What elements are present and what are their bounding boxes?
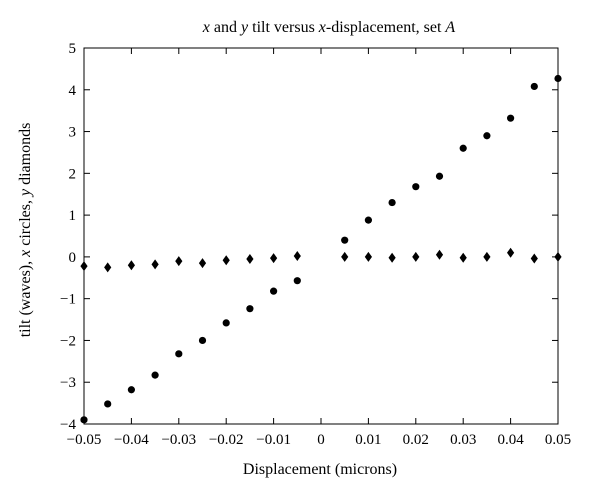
- y-tick-label: 0: [69, 250, 77, 266]
- x-tilt-point: [246, 305, 254, 313]
- x-tick-label: 0.04: [497, 432, 524, 448]
- y-tilt-point: [104, 262, 112, 273]
- y-tilt-point: [175, 256, 183, 267]
- y-tick-label: 5: [69, 41, 77, 57]
- x-tick-label: −0.02: [209, 432, 244, 448]
- y-tick-label: −1: [60, 292, 76, 308]
- x-tilt-point: [554, 74, 562, 83]
- x-tick-label: −0.01: [256, 432, 291, 448]
- y-tilt-point: [459, 252, 467, 263]
- x-tilt-point: [293, 277, 301, 285]
- x-tick-label: 0: [317, 432, 325, 448]
- y-tilt-point: [530, 253, 538, 264]
- y-tilt-point: [80, 261, 88, 272]
- series-layer: [80, 74, 562, 424]
- x-tick-label: 0.01: [355, 432, 381, 448]
- x-tilt-point: [459, 144, 467, 152]
- y-tilt-point: [507, 247, 515, 258]
- y-tilt-point: [388, 252, 396, 263]
- y-tick-label: −2: [60, 333, 76, 349]
- chart-title: x and y tilt versus x-displacement, set …: [202, 19, 456, 36]
- x-axis-ticks: −0.05 −0.04 −0.03 −0.02 −0.01 0 0.01 0.02 0.03 0.…: [67, 48, 571, 448]
- y-tick-label: −4: [60, 417, 76, 433]
- x-tick-label: 0.03: [450, 432, 476, 448]
- x-tilt-point: [412, 183, 420, 191]
- x-tilt-point: [341, 236, 349, 244]
- y-tilt-point: [222, 255, 230, 266]
- x-tilt-point: [127, 386, 135, 394]
- x-tilt-point: [104, 400, 112, 408]
- y-tilt-point: [246, 253, 254, 264]
- y-tilt-point: [483, 251, 491, 262]
- y-tilt-point: [127, 260, 135, 271]
- y-tilt-point: [554, 251, 562, 262]
- y-tilt-point: [412, 251, 420, 262]
- y-axis-ticks: −4 −3 −2 −1 0 1 2 3 4 5: [60, 41, 558, 433]
- y-tilt-point: [293, 251, 301, 262]
- y-tick-label: −3: [60, 375, 76, 391]
- plot-frame: [83, 47, 559, 425]
- y-tick-label: 4: [69, 83, 77, 99]
- y-tick-label: 1: [69, 208, 77, 224]
- y-tilt-point: [151, 259, 159, 270]
- x-axis-label: Displacement (microns): [243, 461, 397, 478]
- y-tick-label: 2: [69, 166, 77, 182]
- x-tilt-point: [175, 350, 183, 358]
- x-tilt-point: [530, 82, 538, 91]
- y-tick-label: 3: [69, 125, 77, 141]
- x-tilt-point: [364, 216, 372, 224]
- x-tilt-point: [388, 198, 396, 207]
- x-tick-label: −0.05: [67, 432, 102, 448]
- y-axis-label: tilt (waves), x circles, y diamonds: [17, 123, 34, 338]
- x-tilt-point: [151, 371, 159, 379]
- x-tick-label: −0.04: [114, 432, 149, 448]
- x-tick-label: 0.05: [545, 432, 571, 448]
- y-tilt-point: [198, 258, 207, 269]
- y-tilt-point: [435, 249, 444, 260]
- x-tilt-point: [270, 287, 278, 295]
- x-tilt-point: [507, 114, 515, 122]
- x-tilt-point: [222, 319, 230, 327]
- x-tilt-point: [483, 132, 491, 140]
- y-tilt-point: [364, 251, 372, 262]
- x-tilt-point: [435, 172, 444, 180]
- x-tilt-point: [198, 336, 207, 345]
- x-tick-label: −0.03: [161, 432, 196, 448]
- y-tilt-point: [341, 251, 349, 262]
- x-tick-label: 0.02: [403, 432, 429, 448]
- x-tilt-point: [80, 416, 88, 424]
- y-tilt-point: [270, 253, 278, 264]
